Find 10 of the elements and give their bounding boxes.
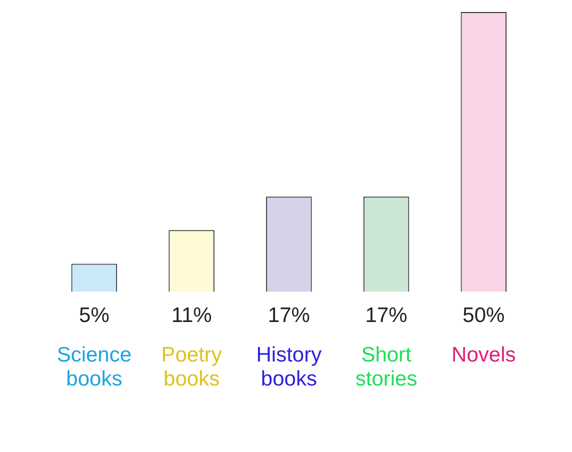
x-tick-label: Poetry books	[161, 344, 222, 391]
data-label: 17%	[268, 304, 310, 327]
data-label: 5%	[79, 304, 110, 327]
x-tick-label: Science books	[56, 344, 132, 391]
x-tick-label: Short stories	[355, 344, 418, 391]
data-label: 17%	[365, 304, 408, 327]
x-tick-label: Novels	[452, 344, 516, 367]
data-label: 50%	[462, 304, 505, 327]
data-label: 11%	[171, 304, 212, 327]
x-tick-label: History books	[256, 344, 322, 391]
